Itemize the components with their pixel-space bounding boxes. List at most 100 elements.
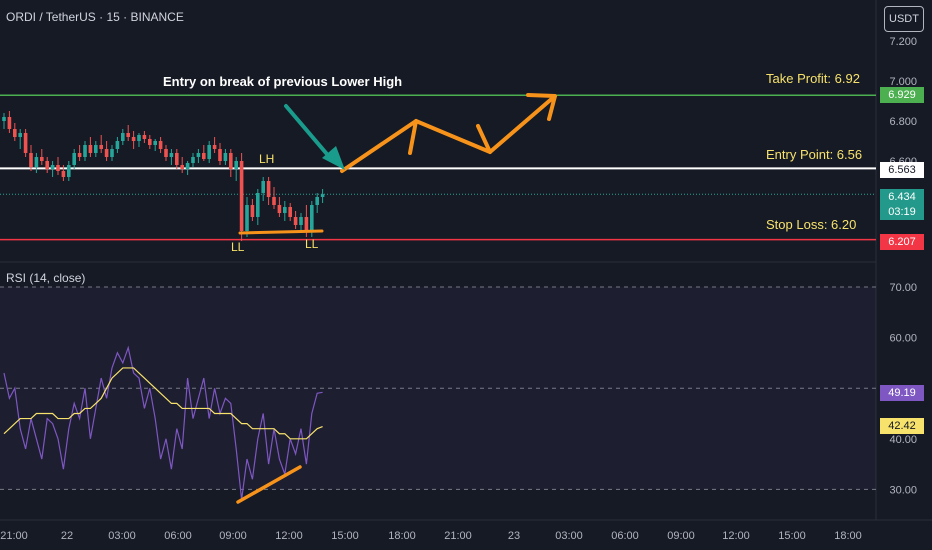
rsi-tick-label: 70.00 [889, 282, 917, 294]
entry-arrow-head [322, 146, 345, 170]
candle-body [191, 157, 195, 163]
lower-low-line [238, 229, 324, 235]
lh-label: LH [259, 152, 275, 166]
candles [2, 111, 325, 241]
rsi-ma-line [3, 367, 323, 440]
candle-body [261, 181, 265, 193]
last-price-tag: 6.434 [880, 189, 924, 205]
candle-body [293, 217, 298, 225]
axes: 7.2007.0006.8006.60070.0060.0040.0030.00… [0, 36, 917, 542]
time-tick-label: 12:00 [275, 530, 303, 542]
candle-body [72, 153, 76, 165]
price-tick-label: 7.000 [889, 76, 917, 88]
projection-path-leg2 [414, 119, 492, 154]
candle-body [234, 161, 238, 169]
candle-body [202, 153, 206, 159]
candle-body [272, 197, 276, 205]
candle-body [83, 145, 87, 157]
candle-body [110, 149, 114, 157]
candle-body [77, 153, 82, 157]
candle-body [250, 205, 255, 217]
rsi-label: RSI (14, close) [6, 271, 86, 285]
candle-body [185, 163, 190, 169]
projection-path-leg1 [340, 119, 418, 173]
time-tick-label: 12:00 [722, 530, 750, 542]
candle-body [67, 165, 71, 177]
candle-body [229, 153, 233, 169]
drawings [236, 93, 557, 504]
candle-body [88, 145, 93, 153]
rsi-line [3, 345, 323, 500]
candle-body [23, 133, 28, 153]
rsi-value-tag: 49.19 [880, 385, 924, 401]
entry-arrow-shaft [284, 104, 334, 162]
stop-loss-tag: 6.207 [880, 234, 924, 250]
candle-body [34, 157, 39, 167]
candle-body [175, 153, 179, 165]
candle-body [196, 153, 201, 157]
entry-tag: 6.563 [880, 162, 924, 178]
price-tick-label: 6.800 [889, 116, 917, 128]
time-tick-label: 22 [61, 530, 73, 542]
candle-body [315, 197, 319, 205]
candle-body [18, 133, 22, 137]
time-tick-label: 23 [508, 530, 520, 542]
price-tick-label: 7.200 [889, 36, 917, 48]
time-tick-label: 21:00 [444, 530, 472, 542]
candle-body [131, 137, 136, 141]
time-tick-label: 06:00 [611, 530, 639, 542]
time-tick-label: 03:00 [108, 530, 136, 542]
candle-body [207, 145, 211, 159]
take-profit-tag: 6.929 [880, 87, 924, 103]
projection-arrowhead [547, 94, 557, 121]
candle-body [277, 205, 282, 213]
candle-body [283, 207, 287, 213]
candle-body [218, 149, 222, 161]
ll-right-label: LL [305, 237, 319, 251]
candle-body [7, 117, 12, 129]
time-tick-label: 18:00 [388, 530, 416, 542]
candle-body [245, 205, 249, 231]
candle-body [223, 153, 228, 161]
time-tick-label: 06:00 [164, 530, 192, 542]
ll-left-label: LL [231, 240, 245, 254]
candle-body [153, 141, 157, 145]
currency-button[interactable]: USDT [884, 6, 924, 32]
rsi-ma-tag: 42.42 [880, 418, 924, 434]
rsi-plot [0, 286, 876, 500]
time-tick-label: 21:00 [0, 530, 28, 542]
candle-body [304, 217, 309, 231]
candle-body [288, 207, 292, 217]
rsi-divergence-line [236, 465, 302, 504]
candle-body [126, 133, 130, 137]
time-tick-label: 09:00 [219, 530, 247, 542]
rsi-tick-label: 30.00 [889, 484, 917, 496]
candle-body [310, 205, 314, 231]
candle-body [45, 161, 49, 169]
candle-body [239, 161, 244, 231]
time-tick-label: 15:00 [778, 530, 806, 542]
candle-body [115, 141, 120, 149]
candle-body [61, 171, 66, 177]
candle-body [299, 217, 303, 225]
candle-body [104, 149, 109, 157]
candle-body [13, 129, 17, 137]
time-tick-label: 09:00 [667, 530, 695, 542]
rsi-tick-label: 40.00 [889, 434, 917, 446]
candle-body [94, 145, 98, 153]
time-tick-label: 18:00 [834, 530, 862, 542]
candle-body [212, 145, 217, 149]
rsi-tick-label: 60.00 [889, 333, 917, 345]
candle-body [180, 165, 184, 169]
time-tick-label: 15:00 [331, 530, 359, 542]
stop-loss-label: Stop Loss: 6.20 [766, 217, 857, 232]
candle-body [158, 141, 163, 149]
candle-body [50, 165, 55, 169]
countdown-tag: 03:19 [880, 204, 924, 220]
candle-body [99, 145, 103, 149]
entry-point-label: Entry Point: 6.56 [766, 147, 863, 162]
candle-body [40, 157, 44, 161]
candle-body [29, 153, 33, 167]
entry-note: Entry on break of previous Lower High [163, 74, 403, 89]
